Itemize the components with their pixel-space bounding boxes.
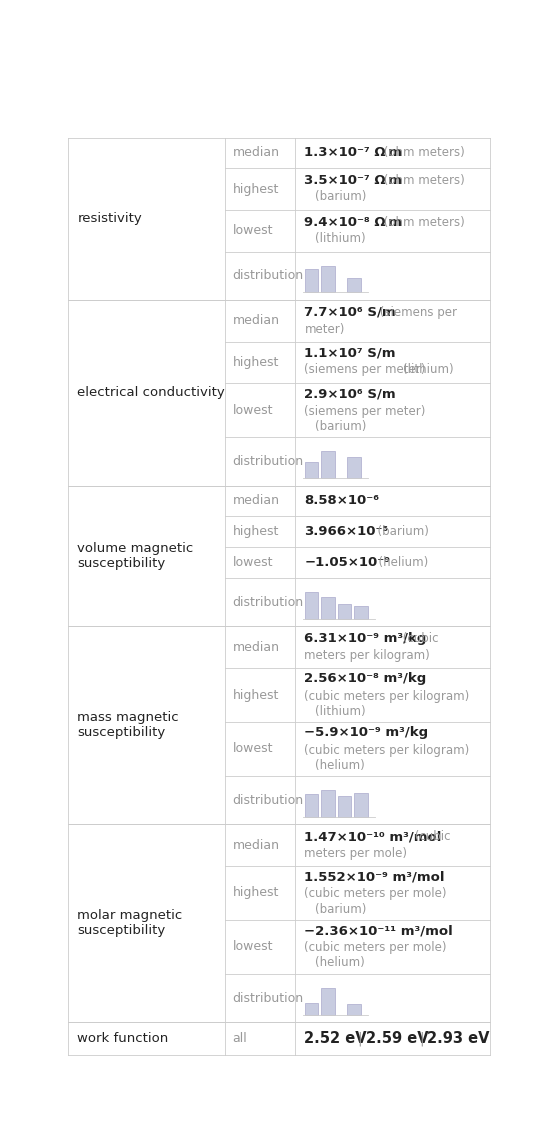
Text: 6.31×10⁻⁹ m³/kg: 6.31×10⁻⁹ m³/kg (305, 632, 427, 646)
Text: (cubic meters per mole): (cubic meters per mole) (305, 887, 447, 901)
Text: (cubic: (cubic (399, 632, 439, 646)
Text: electrical conductivity: electrical conductivity (77, 386, 225, 399)
Text: lowest: lowest (232, 941, 273, 953)
Text: (barium): (barium) (370, 526, 429, 538)
Bar (347, 1005, 361, 1015)
Text: (cubic: (cubic (411, 830, 451, 844)
Text: −5.9×10⁻⁹ m³/kg: −5.9×10⁻⁹ m³/kg (305, 726, 428, 740)
Text: distribution: distribution (232, 455, 304, 467)
Text: −2.36×10⁻¹¹ m³/mol: −2.36×10⁻¹¹ m³/mol (305, 925, 453, 937)
Text: |: | (358, 1031, 362, 1046)
Text: (siemens per: (siemens per (376, 306, 457, 319)
Text: lowest: lowest (232, 557, 273, 569)
Text: highest: highest (232, 887, 279, 900)
Text: lowest: lowest (232, 743, 273, 756)
Text: lowest: lowest (232, 403, 273, 417)
Text: |: | (419, 1031, 423, 1046)
Text: 1.47×10⁻¹⁰ m³/mol: 1.47×10⁻¹⁰ m³/mol (305, 830, 442, 844)
Text: meters per mole): meters per mole) (305, 847, 408, 860)
Bar (347, 457, 361, 478)
Bar (321, 266, 335, 293)
Text: (cubic meters per kilogram): (cubic meters per kilogram) (305, 689, 470, 703)
Bar (338, 796, 352, 817)
Text: 3.966×10⁻⁵  (barium): 3.966×10⁻⁵ (barium) (305, 526, 463, 538)
Bar (305, 269, 318, 293)
Text: median: median (232, 146, 280, 159)
Bar (321, 989, 335, 1015)
Text: mass magnetic
susceptibility: mass magnetic susceptibility (77, 711, 179, 740)
Text: (lithium): (lithium) (314, 705, 365, 718)
Text: median: median (232, 495, 280, 507)
Text: (ohm meters): (ohm meters) (380, 216, 465, 229)
Text: highest: highest (232, 688, 279, 702)
Text: distribution: distribution (232, 596, 304, 609)
Text: (barium): (barium) (314, 419, 366, 433)
Bar (338, 604, 352, 618)
Text: distribution: distribution (232, 793, 304, 807)
Text: 7.7×10⁶ S/m: 7.7×10⁶ S/m (305, 306, 396, 319)
Text: (helium): (helium) (314, 957, 364, 969)
Bar (354, 606, 368, 618)
Bar (305, 592, 318, 618)
Text: 1.1×10⁷ S/m: 1.1×10⁷ S/m (305, 346, 396, 360)
Text: volume magnetic
susceptibility: volume magnetic susceptibility (77, 542, 193, 570)
Text: 2.52 eV: 2.52 eV (305, 1031, 367, 1046)
Text: 3.966×10⁻⁵: 3.966×10⁻⁵ (305, 526, 389, 538)
Bar (321, 451, 335, 478)
Text: (lithium): (lithium) (314, 232, 365, 245)
Text: 2.9×10⁶ S/m: 2.9×10⁶ S/m (305, 387, 396, 400)
Text: (ohm meters): (ohm meters) (380, 175, 465, 187)
Text: 9.4×10⁻⁸ Ω m: 9.4×10⁻⁸ Ω m (305, 216, 403, 229)
Text: meters per kilogram): meters per kilogram) (305, 649, 430, 662)
Text: 1.3×10⁻⁷ Ω m: 1.3×10⁻⁷ Ω m (305, 146, 403, 159)
Text: 2.93 eV: 2.93 eV (427, 1031, 490, 1046)
Text: (ohm meters): (ohm meters) (380, 146, 465, 159)
Text: work function: work function (77, 1032, 168, 1045)
Text: median: median (232, 839, 280, 852)
Text: all: all (232, 1032, 247, 1045)
Bar (321, 597, 335, 618)
Text: (barium): (barium) (314, 903, 366, 916)
Text: −1.05×10⁻⁹  (helium): −1.05×10⁻⁹ (helium) (305, 557, 463, 569)
Text: 8.58×10⁻⁶: 8.58×10⁻⁶ (305, 495, 380, 507)
Text: 1.552×10⁻⁹ m³/mol: 1.552×10⁻⁹ m³/mol (305, 870, 445, 884)
Bar (305, 463, 318, 478)
Text: (cubic meters per mole): (cubic meters per mole) (305, 942, 447, 954)
Text: (siemens per meter): (siemens per meter) (305, 405, 426, 417)
Text: highest: highest (232, 526, 279, 538)
Bar (305, 1004, 318, 1015)
Text: (helium): (helium) (371, 557, 428, 569)
Text: 3.5×10⁻⁷ Ω m: 3.5×10⁻⁷ Ω m (305, 175, 403, 187)
Text: −1.05×10⁻⁹: −1.05×10⁻⁹ (305, 557, 391, 569)
Text: (barium): (barium) (314, 190, 366, 203)
Text: highest: highest (232, 355, 279, 369)
Text: median: median (232, 314, 280, 327)
Text: lowest: lowest (232, 224, 273, 238)
Bar (354, 793, 368, 817)
Text: distribution: distribution (232, 991, 304, 1005)
Text: 1.3×10⁻⁷ Ω m (ohm meters): 1.3×10⁻⁷ Ω m (ohm meters) (305, 146, 509, 159)
Text: (lithium): (lithium) (403, 363, 454, 376)
Text: distribution: distribution (232, 270, 304, 282)
Text: highest: highest (232, 183, 279, 195)
Text: (siemens per meter): (siemens per meter) (305, 363, 426, 376)
Text: resistivity: resistivity (77, 213, 142, 225)
Text: (helium): (helium) (314, 759, 364, 772)
Text: (cubic meters per kilogram): (cubic meters per kilogram) (305, 743, 470, 757)
Bar (321, 790, 335, 817)
Text: 2.59 eV: 2.59 eV (366, 1031, 428, 1046)
Bar (305, 794, 318, 817)
Text: meter): meter) (305, 322, 345, 336)
Text: molar magnetic
susceptibility: molar magnetic susceptibility (77, 910, 183, 937)
Text: median: median (232, 641, 280, 654)
Bar (347, 278, 361, 293)
Text: 2.56×10⁻⁸ m³/kg: 2.56×10⁻⁸ m³/kg (305, 672, 427, 686)
